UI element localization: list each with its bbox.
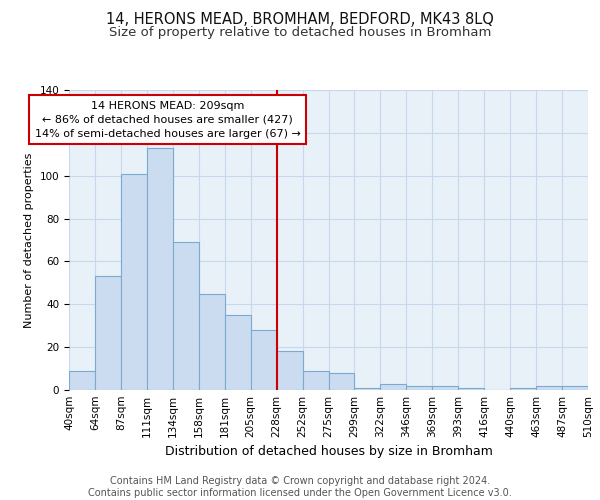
Bar bbox=[95, 276, 121, 390]
Text: 14 HERONS MEAD: 209sqm
← 86% of detached houses are smaller (427)
14% of semi-de: 14 HERONS MEAD: 209sqm ← 86% of detached… bbox=[35, 100, 301, 138]
Bar bbox=[355, 388, 380, 390]
Bar bbox=[121, 174, 147, 390]
Bar bbox=[406, 386, 432, 390]
Bar bbox=[329, 373, 355, 390]
X-axis label: Distribution of detached houses by size in Bromham: Distribution of detached houses by size … bbox=[164, 446, 493, 458]
Bar bbox=[562, 386, 588, 390]
Bar bbox=[251, 330, 277, 390]
Bar bbox=[225, 315, 251, 390]
Text: Contains HM Land Registry data © Crown copyright and database right 2024.
Contai: Contains HM Land Registry data © Crown c… bbox=[88, 476, 512, 498]
Bar bbox=[302, 370, 329, 390]
Bar bbox=[147, 148, 173, 390]
Bar bbox=[199, 294, 224, 390]
Y-axis label: Number of detached properties: Number of detached properties bbox=[24, 152, 34, 328]
Bar bbox=[173, 242, 199, 390]
Text: Size of property relative to detached houses in Bromham: Size of property relative to detached ho… bbox=[109, 26, 491, 39]
Bar bbox=[380, 384, 406, 390]
Bar bbox=[536, 386, 562, 390]
Bar bbox=[69, 370, 95, 390]
Bar bbox=[277, 352, 302, 390]
Bar bbox=[458, 388, 484, 390]
Text: 14, HERONS MEAD, BROMHAM, BEDFORD, MK43 8LQ: 14, HERONS MEAD, BROMHAM, BEDFORD, MK43 … bbox=[106, 12, 494, 28]
Bar bbox=[433, 386, 458, 390]
Bar bbox=[510, 388, 536, 390]
